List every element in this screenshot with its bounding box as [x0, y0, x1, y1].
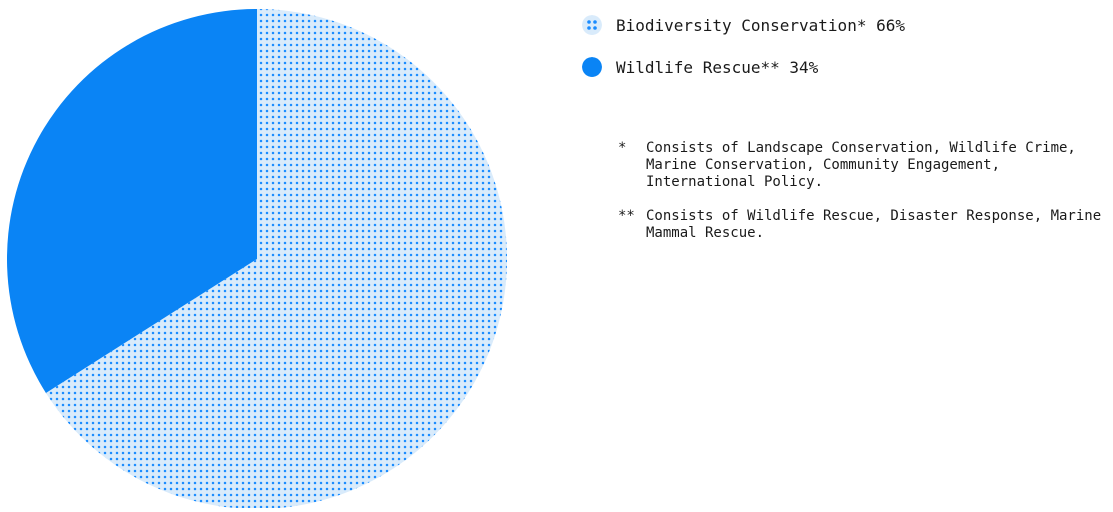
legend-label: Biodiversity Conservation* 66% [616, 15, 905, 35]
dotted-swatch-icon [582, 15, 602, 35]
legend-item-biodiversity-conservation: Biodiversity Conservation* 66% [582, 12, 1112, 38]
footnote: ** Consists of Wildlife Rescue, Disaster… [618, 208, 1113, 242]
solid-swatch-icon [582, 57, 602, 77]
legend-label: Wildlife Rescue** 34% [616, 57, 819, 77]
footnote: * Consists of Landscape Conservation, Wi… [618, 140, 1113, 191]
footnote-marker: ** [618, 208, 635, 224]
footnote-marker: * [618, 140, 627, 156]
pie-chart-svg [6, 9, 507, 509]
footnote-text: Consists of Landscape Conservation, Wild… [646, 140, 1076, 190]
legend-item-wildlife-rescue: Wildlife Rescue** 34% [582, 54, 1112, 80]
footnote-text: Consists of Wildlife Rescue, Disaster Re… [646, 208, 1102, 241]
pie-slice-wildlife-rescue [6, 9, 257, 393]
pie-chart [0, 0, 520, 509]
footnotes: * Consists of Landscape Conservation, Wi… [618, 140, 1113, 259]
pie-slice-biodiversity-conservation [45, 9, 507, 509]
chart-legend: Biodiversity Conservation* 66% Wildlife … [582, 12, 1112, 96]
